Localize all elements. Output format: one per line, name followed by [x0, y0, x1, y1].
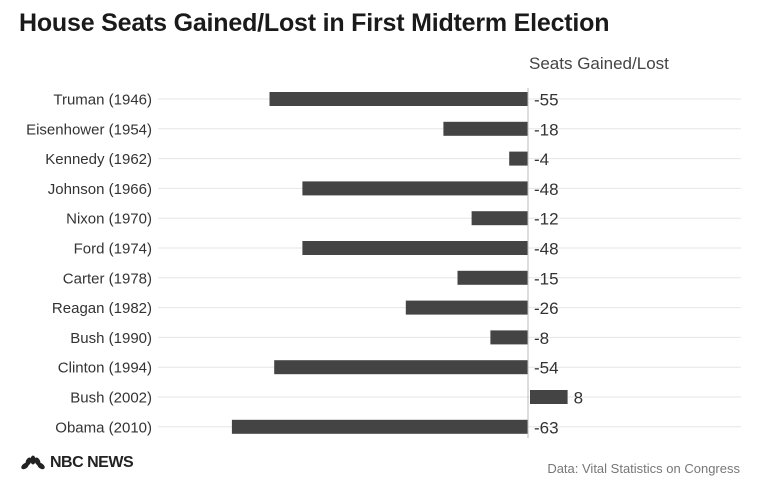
chart-title: House Seats Gained/Lost in First Midterm…: [19, 9, 610, 37]
bar-6: [457, 270, 528, 285]
data-label: -26: [534, 299, 559, 318]
data-label: -48: [534, 180, 559, 199]
bar-8: [490, 330, 528, 345]
value-axis-label: Seats Gained/Lost: [529, 54, 669, 73]
bar-9: [274, 360, 528, 375]
bar-4: [471, 211, 528, 226]
source-note: Data: Vital Statistics on Congress: [547, 461, 740, 476]
bar-10: [530, 390, 568, 404]
bar-1: [443, 121, 528, 136]
grid-layer: [158, 98, 741, 428]
bar-11: [231, 419, 528, 434]
logo-text: NBC NEWS: [50, 454, 134, 471]
data-label: -48: [534, 240, 559, 259]
category-label: Johnson (1966): [48, 181, 152, 198]
category-label: Nixon (1970): [66, 211, 152, 228]
category-label: Bush (1990): [70, 330, 152, 347]
data-label: -8: [534, 329, 549, 348]
category-label: Eisenhower (1954): [26, 121, 152, 138]
category-label: Clinton (1994): [58, 360, 152, 377]
data-label: -54: [534, 359, 559, 378]
data-label: -63: [534, 418, 559, 437]
category-label: Kennedy (1962): [45, 151, 152, 168]
bar-3: [302, 181, 528, 196]
bar-0: [269, 92, 528, 106]
label-layer: Truman (1946) -55 Eisenhower (1954) -18 Kenn…: [26, 91, 583, 438]
bar-5: [302, 241, 528, 255]
category-label: Reagan (1982): [52, 300, 152, 317]
bar-layer: [231, 92, 568, 434]
peacock-icon: [21, 455, 45, 470]
category-label: Ford (1974): [74, 241, 152, 258]
data-label: -4: [534, 150, 549, 169]
bar-2: [509, 151, 528, 166]
data-label: -15: [534, 269, 559, 288]
category-label: Obama (2010): [55, 419, 152, 436]
data-label: -18: [534, 120, 559, 139]
category-label: Carter (1978): [63, 270, 152, 287]
data-label: -55: [534, 91, 559, 110]
category-label: Bush (2002): [70, 390, 152, 407]
bar-7: [405, 300, 528, 315]
data-label: -12: [534, 210, 559, 229]
category-label: Truman (1946): [53, 92, 152, 109]
data-label: 8: [574, 389, 583, 408]
nbc-news-logo: NBC NEWS: [20, 454, 134, 472]
